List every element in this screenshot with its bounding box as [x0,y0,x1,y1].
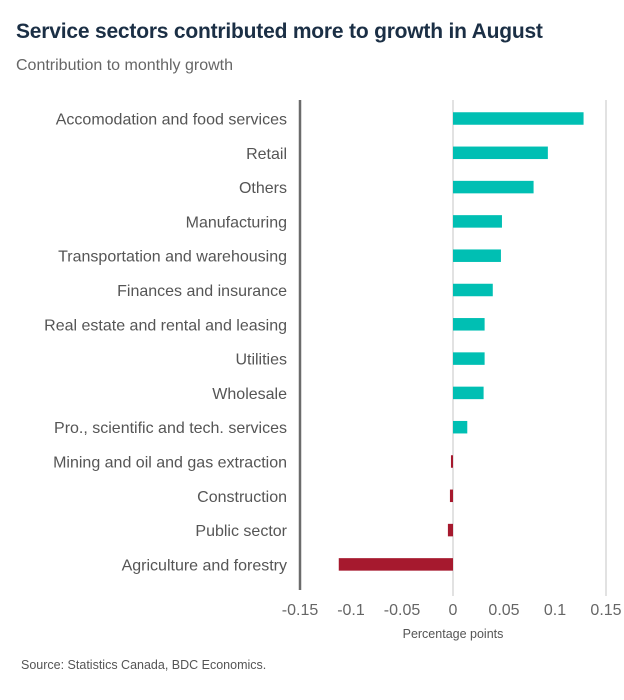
x-axis-title: Percentage points [403,627,504,641]
x-tick-label-0: -0.15 [282,602,319,619]
category-label-3: Manufacturing [186,214,287,231]
gridlines [452,100,607,596]
bar-9 [453,420,468,434]
x-tick-label-4: 0.05 [488,602,519,619]
x-tick-label-2: -0.05 [384,602,421,619]
category-label-9: Pro., scientific and tech. services [54,420,287,437]
x-tick-label-5: 0.1 [544,602,566,619]
bar-10 [450,455,453,468]
bar-6 [453,318,485,331]
category-label-1: Retail [246,146,287,163]
x-tick-labels: -0.15 -0.1 -0.05 0 0.05 0.1 0.15 [282,602,622,619]
category-label-0: Accomodation and food services [56,112,287,129]
x-tick-label-6: 0.15 [590,602,621,619]
bar-4 [453,249,501,262]
x-tick-label-1: -0.1 [337,602,365,619]
bar-2 [453,180,534,194]
x-tick-label-3: 0 [449,602,458,619]
category-label-10: Mining and oil and gas extraction [53,455,287,472]
category-label-6: Real estate and rental and leasing [44,317,287,334]
category-label-12: Public sector [195,523,287,540]
bar-0 [453,112,584,125]
source-note: Source: Statistics Canada, BDC Economics… [21,658,267,672]
category-label-5: Finances and insurance [117,283,287,300]
bar-1 [453,146,548,160]
bar-5 [453,283,493,297]
category-label-8: Wholesale [212,386,287,403]
bar-3 [453,215,502,228]
bars [338,112,584,571]
chart-subtitle: Contribution to monthly growth [16,57,233,74]
bar-12 [447,523,453,537]
chart-title: Service sectors contributed more to grow… [16,20,543,43]
category-label-7: Utilities [235,352,287,369]
bar-13 [338,558,453,571]
category-label-11: Construction [197,489,287,506]
bar-11 [449,489,453,503]
category-label-4: Transportation and warehousing [58,249,287,266]
category-label-13: Agriculture and forestry [122,557,287,574]
category-labels: Accomodation and food services Retail Othe… [44,112,288,575]
bar-7 [453,352,485,365]
category-label-2: Others [239,180,287,197]
bar-8 [453,386,484,400]
